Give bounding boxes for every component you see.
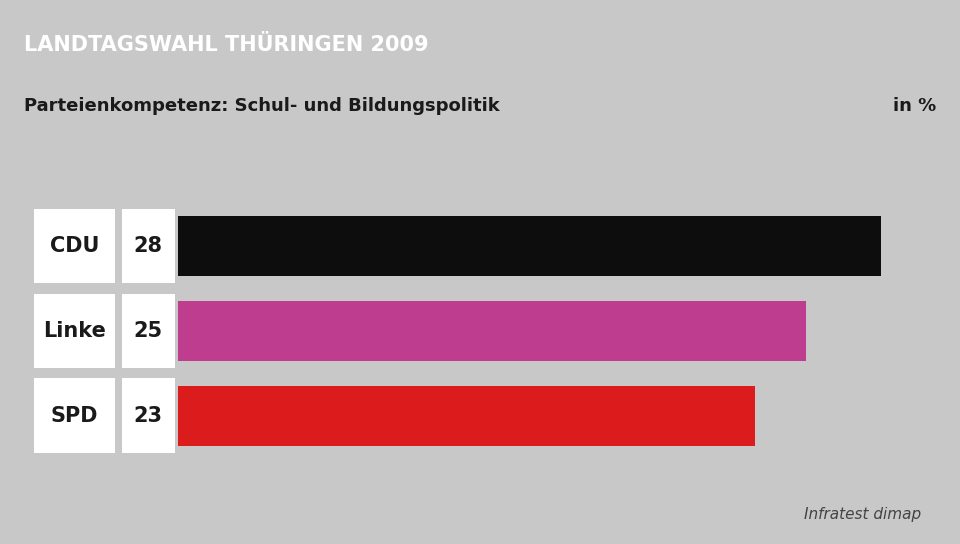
Text: SPD: SPD: [51, 406, 98, 425]
FancyBboxPatch shape: [122, 209, 175, 283]
Text: in %: in %: [893, 97, 936, 115]
Text: Parteienkompetenz: Schul- und Bildungspolitik: Parteienkompetenz: Schul- und Bildungspo…: [24, 97, 500, 115]
FancyBboxPatch shape: [178, 301, 805, 361]
Text: Linke: Linke: [43, 321, 106, 341]
Text: CDU: CDU: [50, 236, 99, 256]
Text: LANDTAGSWAHL THÜRINGEN 2009: LANDTAGSWAHL THÜRINGEN 2009: [24, 35, 428, 55]
Text: 28: 28: [133, 236, 163, 256]
FancyBboxPatch shape: [178, 386, 756, 446]
FancyBboxPatch shape: [34, 209, 115, 283]
FancyBboxPatch shape: [34, 379, 115, 453]
FancyBboxPatch shape: [122, 294, 175, 368]
Text: 23: 23: [133, 406, 163, 425]
FancyBboxPatch shape: [178, 216, 881, 276]
Text: 25: 25: [133, 321, 163, 341]
Text: Infratest dimap: Infratest dimap: [804, 507, 922, 522]
FancyBboxPatch shape: [34, 294, 115, 368]
FancyBboxPatch shape: [122, 379, 175, 453]
